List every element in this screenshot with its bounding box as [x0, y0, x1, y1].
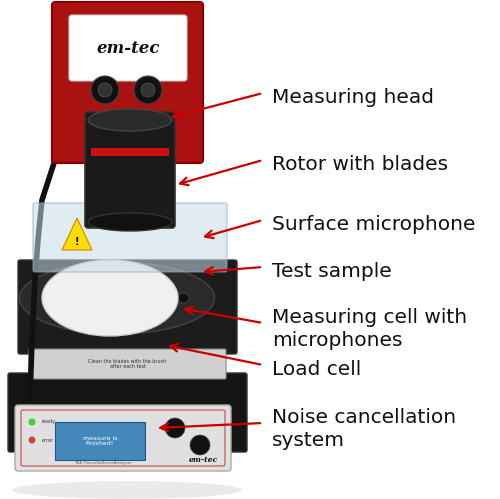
Ellipse shape [144, 313, 156, 324]
Ellipse shape [28, 437, 35, 444]
FancyBboxPatch shape [29, 349, 226, 379]
Bar [91, 148, 169, 156]
FancyBboxPatch shape [15, 405, 231, 471]
FancyBboxPatch shape [33, 203, 227, 272]
Text: measure is
Finished!: measure is Finished! [83, 436, 117, 447]
Ellipse shape [12, 481, 242, 499]
Ellipse shape [190, 435, 210, 455]
FancyBboxPatch shape [85, 112, 175, 228]
Text: Surface microphone: Surface microphone [272, 215, 476, 234]
Text: Rotor with blades: Rotor with blades [272, 155, 448, 174]
FancyBboxPatch shape [18, 260, 237, 354]
Ellipse shape [141, 83, 155, 97]
Ellipse shape [91, 76, 119, 104]
Text: em-tec: em-tec [188, 456, 218, 464]
Ellipse shape [88, 109, 172, 131]
FancyBboxPatch shape [8, 373, 247, 452]
FancyBboxPatch shape [52, 2, 203, 163]
Bar [55, 422, 145, 460]
Ellipse shape [165, 418, 185, 438]
Ellipse shape [42, 260, 178, 336]
Text: !: ! [75, 237, 79, 247]
Polygon shape [62, 218, 92, 250]
Ellipse shape [88, 213, 172, 231]
Ellipse shape [20, 262, 214, 334]
Text: TSA TissueSoftnessAnalyzer: TSA TissueSoftnessAnalyzer [74, 461, 132, 465]
Text: Measuring head: Measuring head [272, 88, 434, 107]
Text: Noise cancellation
system: Noise cancellation system [272, 408, 456, 451]
Text: em-tec: em-tec [96, 39, 160, 56]
Text: Clean the blades with the brush
after each test: Clean the blades with the brush after ea… [88, 359, 166, 369]
Ellipse shape [78, 313, 90, 324]
Text: Load cell: Load cell [272, 360, 361, 379]
Ellipse shape [28, 419, 35, 426]
Ellipse shape [44, 293, 56, 303]
Ellipse shape [178, 293, 190, 303]
Text: Measuring cell with
microphones: Measuring cell with microphones [272, 308, 467, 350]
Text: error: error [42, 438, 54, 443]
Ellipse shape [78, 272, 90, 282]
Ellipse shape [98, 83, 112, 97]
Ellipse shape [144, 272, 156, 282]
Text: ready: ready [42, 420, 56, 425]
Ellipse shape [134, 76, 162, 104]
FancyBboxPatch shape [69, 15, 187, 81]
Text: Test sample: Test sample [272, 262, 392, 281]
